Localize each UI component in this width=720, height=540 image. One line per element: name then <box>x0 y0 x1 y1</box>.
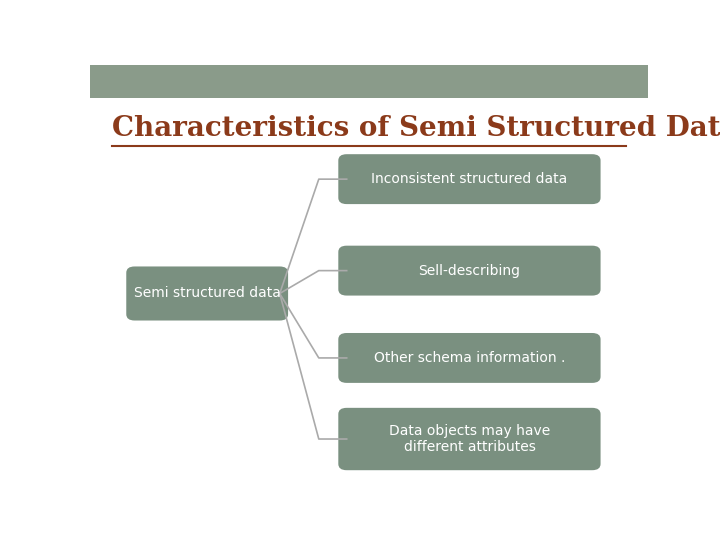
FancyBboxPatch shape <box>126 266 288 321</box>
Text: Characteristics of Semi Structured Data: Characteristics of Semi Structured Data <box>112 114 720 141</box>
Text: Inconsistent structured data: Inconsistent structured data <box>372 172 567 186</box>
FancyBboxPatch shape <box>338 154 600 204</box>
Text: Other schema information .: Other schema information . <box>374 351 565 365</box>
FancyBboxPatch shape <box>90 65 648 98</box>
Text: Data objects may have
different attributes: Data objects may have different attribut… <box>389 424 550 454</box>
FancyBboxPatch shape <box>338 333 600 383</box>
Text: Sell-describing: Sell-describing <box>418 264 521 278</box>
FancyBboxPatch shape <box>338 246 600 295</box>
Text: Semi structured data: Semi structured data <box>134 287 281 300</box>
FancyBboxPatch shape <box>338 408 600 470</box>
